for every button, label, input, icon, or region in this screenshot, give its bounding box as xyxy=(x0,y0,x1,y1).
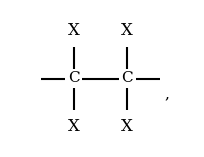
Text: X: X xyxy=(121,22,132,39)
Text: C: C xyxy=(121,71,132,86)
Text: X: X xyxy=(121,118,132,135)
Text: X: X xyxy=(68,22,79,39)
Text: C: C xyxy=(68,71,79,86)
Text: ,: , xyxy=(163,87,168,101)
Text: X: X xyxy=(68,118,79,135)
